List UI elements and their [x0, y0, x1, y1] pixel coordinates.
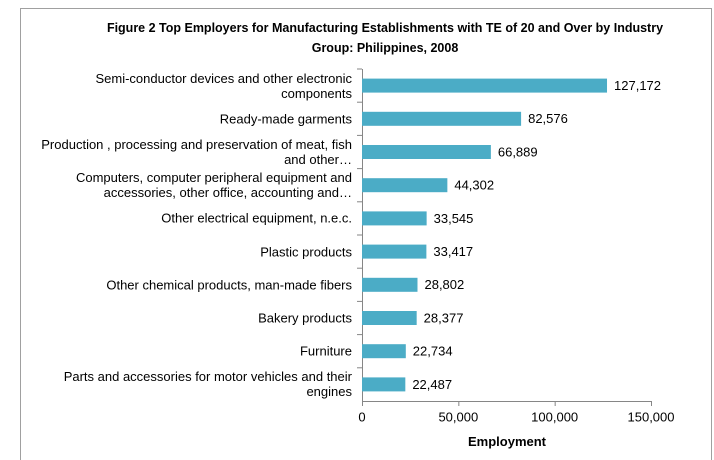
y-tick-label: Other electrical equipment, n.e.c.: [161, 210, 352, 226]
x-axis-label: Employment: [467, 434, 546, 449]
bar: [362, 311, 417, 325]
x-tick-label: 100,000: [531, 409, 578, 424]
y-tick-label: Other chemical products, man-made fibers: [106, 277, 352, 293]
x-tick-label: 50,000: [438, 409, 478, 424]
bar: [362, 377, 406, 392]
bar: [362, 344, 406, 359]
chart-frame: [20, 8, 712, 460]
bar: [362, 178, 448, 193]
value-label: 44,302: [454, 178, 494, 193]
y-tick-label: Ready-made garments: [219, 111, 352, 127]
y-tick-label: Plastic products: [260, 244, 352, 260]
bar: [362, 145, 491, 159]
bar: [362, 211, 427, 226]
x-tick-label: 150,000: [628, 409, 675, 424]
chart-title: Figure 2 Top Employers for Manufacturing…: [106, 21, 664, 55]
y-tick-label: Furniture: [299, 343, 352, 359]
value-label: 28,377: [424, 310, 464, 325]
y-tick-label: Bakery products: [258, 310, 352, 326]
y-tick-label: Parts and accessories for motor vehicles…: [63, 369, 352, 400]
value-label: 22,487: [412, 377, 452, 392]
value-label: 33,545: [434, 211, 474, 226]
bar: [362, 111, 522, 126]
y-tick-label: Production , processing and preservation…: [41, 137, 352, 167]
value-label: 28,802: [424, 277, 464, 292]
bar: [362, 244, 427, 259]
value-label: 82,576: [528, 111, 568, 126]
y-tick-label: Semi-conductor devices and other electro…: [95, 70, 352, 101]
value-label: 66,889: [498, 144, 538, 159]
bar: [362, 78, 608, 93]
value-label: 127,172: [614, 78, 661, 93]
bar: [362, 277, 418, 292]
y-tick-label: Computers, computer peripheral equipment…: [75, 170, 352, 201]
x-tick-label: 0: [358, 409, 365, 424]
value-label: 22,734: [413, 344, 453, 359]
value-label: 33,417: [433, 244, 473, 259]
